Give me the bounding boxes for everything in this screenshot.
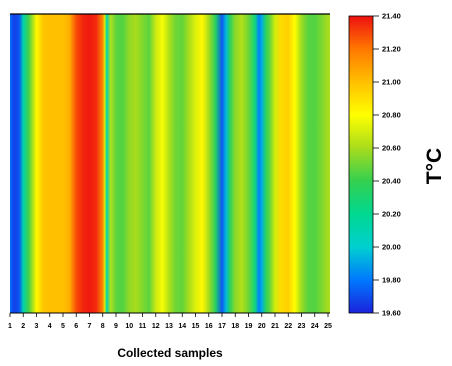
x-tick-label: 25	[324, 323, 332, 330]
colorbar	[348, 15, 374, 314]
x-tick-label: 14	[178, 323, 186, 330]
x-tick-label: 20	[258, 323, 266, 330]
x-tick-label: 8	[101, 323, 105, 330]
colorbar-tick-label: 20.00	[382, 243, 401, 252]
x-tick-label: 24	[311, 323, 319, 330]
x-tick-label: 21	[271, 323, 279, 330]
colorbar-tick-label: 20.60	[382, 144, 401, 153]
x-tick-label: 18	[231, 323, 239, 330]
x-tick-label: 17	[218, 323, 226, 330]
x-tick-label: 7	[88, 323, 92, 330]
colorbar-tick-label: 19.80	[382, 276, 401, 285]
x-tick-label: 9	[114, 323, 118, 330]
x-tick-label: 16	[205, 323, 213, 330]
x-tick-label: 22	[284, 323, 292, 330]
x-tick-label: 23	[298, 323, 306, 330]
x-axis-ticks: 1 2 3 4 5 6 7 8 9 10 11 12 13 14 15 16 17 18 19 20 21 22 23 24 2…	[8, 313, 332, 330]
x-tick-label: 19	[245, 323, 253, 330]
x-axis-title: Collected samples	[117, 346, 223, 360]
x-tick-label: 15	[192, 323, 200, 330]
colorbar-tick-label: 21.20	[382, 45, 401, 54]
colorbar-ticks: 19.60 19.80 20.00 20.20 20.40 20.60 20.80 21.00…	[373, 12, 401, 318]
x-tick-label: 13	[165, 323, 173, 330]
x-tick-label: 2	[21, 323, 25, 330]
colorbar-title: T°C	[423, 148, 446, 184]
x-tick-label: 12	[152, 323, 160, 330]
colorbar-tick-label: 21.00	[382, 78, 401, 87]
x-tick-label: 6	[74, 323, 78, 330]
x-tick-label: 10	[125, 323, 133, 330]
colorbar-tick-label: 20.80	[382, 111, 401, 120]
heatmap-field	[10, 14, 330, 313]
colorbar-tick-label: 19.60	[382, 309, 401, 318]
x-tick-label: 11	[139, 323, 147, 330]
colorbar-tick-label: 20.40	[382, 177, 401, 186]
x-tick-label: 1	[8, 323, 12, 330]
colorbar-tick-label: 20.20	[382, 210, 401, 219]
x-tick-label: 3	[35, 323, 39, 330]
x-tick-label: 4	[48, 323, 52, 330]
colorbar-tick-label: 21.40	[382, 12, 401, 21]
x-tick-label: 5	[61, 323, 65, 330]
